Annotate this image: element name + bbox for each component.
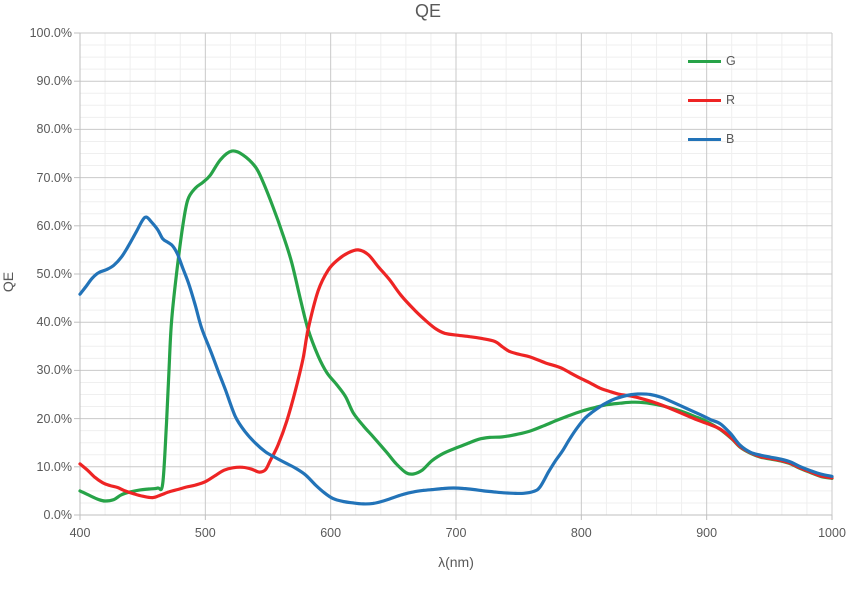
legend-item-B: B [688, 133, 736, 146]
x-tick-label: 400 [69, 526, 91, 540]
legend-item-R: R [688, 94, 736, 107]
y-tick-label: 40.0% [36, 315, 72, 330]
chart-legend: G R B [688, 55, 736, 146]
chart-title: QE [414, 1, 441, 21]
legend-item-G: G [688, 55, 736, 68]
y-tick-label: 0.0% [43, 508, 73, 522]
series-line-R [78, 248, 834, 500]
y-tick-label: 50.0% [36, 267, 72, 281]
legend-line-swatch [688, 138, 721, 141]
legend-label: G [726, 54, 736, 68]
x-tick-label: 600 [320, 526, 342, 540]
y-tick-label: 30.0% [36, 363, 72, 378]
y-tick-label: 70.0% [36, 170, 72, 185]
legend-line-swatch [688, 99, 721, 102]
series-line-G [78, 149, 834, 503]
y-tick-label: 20.0% [36, 411, 72, 426]
legend-label: R [726, 93, 736, 107]
legend-line-swatch [688, 60, 721, 63]
x-tick-label: 900 [696, 526, 718, 540]
y-axis-title: QE [0, 271, 16, 293]
y-tick-label: 100.0% [29, 26, 72, 40]
x-tick-label: 800 [570, 526, 592, 540]
y-tick-label: 60.0% [36, 218, 72, 233]
x-tick-label: 1000 [818, 526, 846, 540]
x-tick-label: 700 [445, 526, 467, 540]
x-tick-label: 500 [194, 526, 216, 540]
x-axis-title: λ(nm) [438, 554, 474, 570]
y-tick-label: 90.0% [36, 74, 72, 89]
y-tick-label: 10.0% [36, 459, 72, 474]
y-tick-label: 80.0% [36, 122, 72, 137]
series-line-B [78, 215, 834, 506]
legend-label: B [726, 132, 735, 146]
